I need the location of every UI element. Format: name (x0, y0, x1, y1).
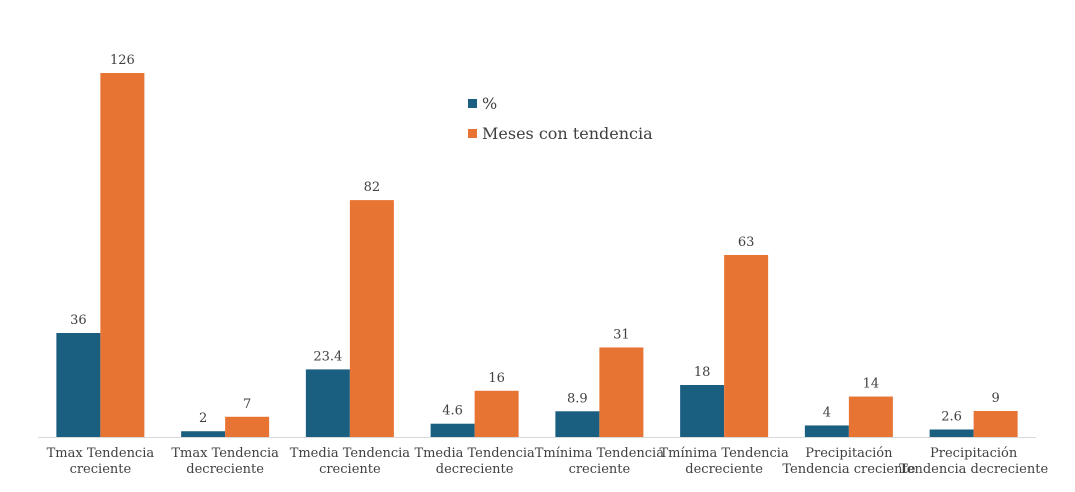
data-label-months-0: 126 (110, 53, 135, 68)
bars-layer (56, 73, 1018, 437)
data-label-percent-0: 36 (70, 313, 87, 328)
category-label-7: Precipitación Tendencia decreciente (899, 446, 1048, 477)
category-label-3: Tmedia Tendencia decreciente (414, 446, 535, 477)
data-label-percent-2: 23.4 (313, 349, 342, 364)
category-label-2: Tmedia Tendencia creciente (290, 446, 411, 477)
bar-percent-2 (305, 369, 350, 437)
bar-percent-3 (430, 423, 475, 437)
data-label-percent-4: 8.9 (567, 391, 588, 406)
category-label-0: Tmax Tendencia creciente (47, 446, 155, 477)
data-label-months-7: 9 (991, 391, 999, 406)
bar-months-7 (973, 411, 1018, 437)
bar-percent-1 (181, 431, 226, 437)
bar-percent-4 (555, 411, 600, 437)
bar-percent-7 (929, 429, 974, 437)
bar-percent-0 (56, 333, 101, 437)
category-label-6: Precipitación Tendencia creciente (782, 446, 915, 477)
data-label-percent-3: 4.6 (442, 404, 463, 419)
bar-months-1 (225, 416, 270, 437)
bar-percent-5 (680, 385, 725, 437)
data-label-months-5: 63 (738, 235, 755, 250)
data-label-months-4: 31 (613, 327, 630, 342)
category-tick-labels: Tmax Tendencia creciente Tmax Tendencia dec… (47, 446, 1049, 477)
data-label-percent-1: 2 (199, 411, 207, 426)
category-label-1: Tmax Tendencia decreciente (171, 446, 279, 477)
bar-months-0 (100, 73, 145, 437)
data-label-percent-5: 18 (694, 365, 711, 380)
data-label-percent-6: 4 (823, 405, 831, 420)
legend-label-months: Meses con tendencia (482, 124, 653, 143)
data-label-months-1: 7 (243, 397, 251, 412)
legend-label-percent: % (482, 94, 497, 113)
category-label-4: Tmínima Tendencia creciente (535, 446, 664, 477)
legend-swatch-percent (468, 99, 477, 108)
data-labels-layer: 36 126 2 7 23.4 82 4.6 16 8.9 31 18 63 4 14 2.6 9 (70, 53, 1000, 426)
data-label-months-3: 16 (488, 371, 505, 386)
legend: % Meses con tendencia (468, 94, 653, 143)
bar-months-3 (474, 390, 519, 437)
category-label-5: Tmínima Tendencia decreciente (660, 446, 789, 477)
data-label-percent-7: 2.6 (941, 409, 962, 424)
bar-months-6 (848, 396, 893, 437)
bar-months-5 (724, 255, 769, 437)
legend-swatch-months (468, 129, 477, 138)
data-label-months-2: 82 (364, 180, 381, 195)
data-label-months-6: 14 (863, 377, 880, 392)
bar-months-2 (349, 200, 394, 437)
bar-months-4 (599, 347, 644, 437)
bar-percent-6 (804, 425, 849, 437)
